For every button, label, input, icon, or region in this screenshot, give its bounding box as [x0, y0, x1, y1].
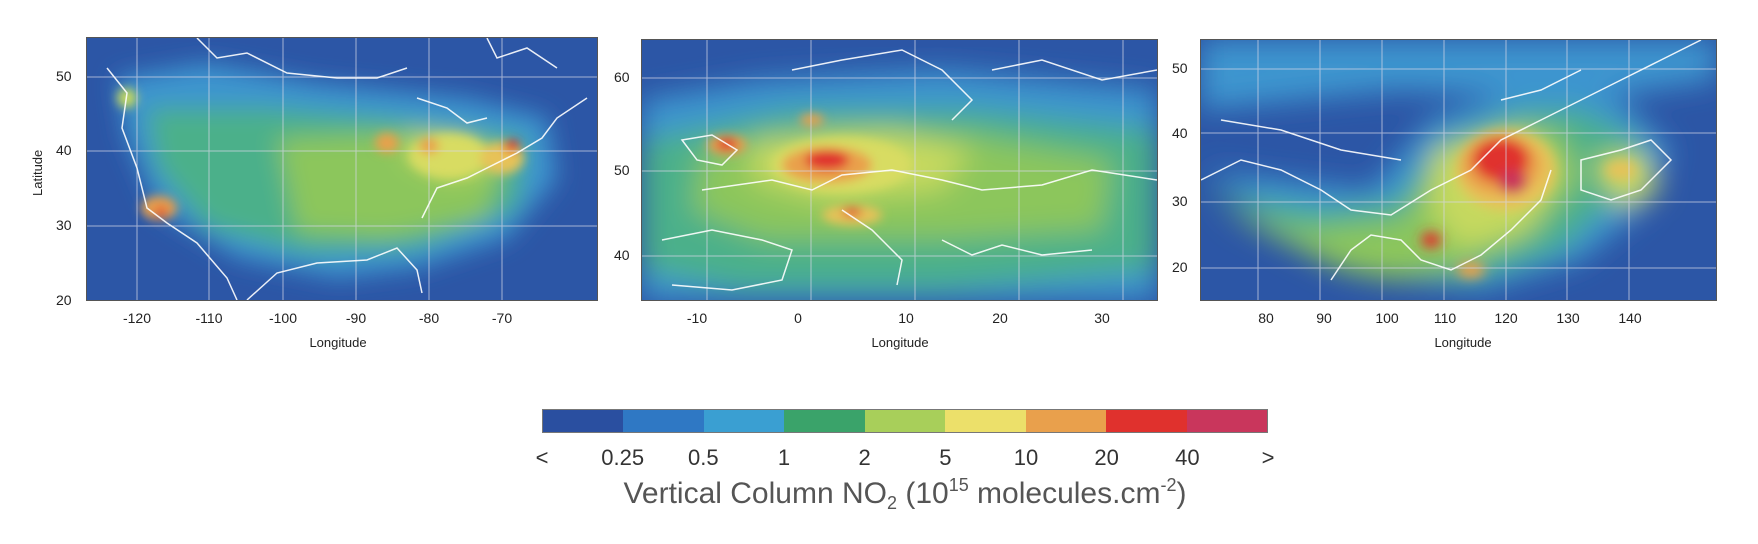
map2-ytick: 40 — [614, 247, 630, 263]
map2-xtick: 0 — [794, 310, 802, 326]
colorbar-label: 0.5 — [688, 445, 719, 470]
map-east-asia — [1200, 39, 1717, 301]
map1-ytick: 30 — [56, 217, 72, 233]
map1-xtick: -90 — [345, 310, 367, 326]
map1-ytick: 40 — [56, 142, 72, 158]
map3-xtick: 80 — [1258, 310, 1274, 326]
map2-xtick: 10 — [898, 310, 914, 326]
colorbar-label: 0.25 — [601, 445, 645, 470]
colorbar-swatch — [703, 410, 785, 432]
colorbar-swatch — [1186, 410, 1267, 432]
map2-ytick: 60 — [614, 69, 630, 85]
map3-xtick: 140 — [1618, 310, 1642, 326]
colorbar-swatch — [1106, 410, 1187, 432]
colorbar-swatch — [784, 410, 865, 432]
map2-xtick: -10 — [686, 310, 708, 326]
map1-xtick: -80 — [418, 310, 440, 326]
map3-xtick: 130 — [1556, 310, 1580, 326]
colorbar-title: Vertical Column NO2 (1015 molecules.cm-2… — [623, 475, 1187, 513]
colorbar-label: 40 — [1175, 445, 1200, 470]
map1-ytick: 50 — [56, 68, 72, 84]
colorbar-label: 20 — [1094, 445, 1119, 470]
colorbar-label: 2 — [858, 445, 871, 470]
colorbar-label: > — [1261, 445, 1275, 470]
map3-xtick: 90 — [1316, 310, 1332, 326]
map1-ytick: 20 — [56, 292, 72, 308]
map3-ytick: 50 — [1172, 60, 1188, 76]
map1-xtick: -100 — [268, 310, 298, 326]
map2-xlabel: Longitude — [871, 335, 929, 350]
map3-xtick: 110 — [1433, 310, 1457, 326]
colorbar — [542, 409, 1268, 433]
map2-ytick: 50 — [614, 162, 630, 178]
map2-xtick: 20 — [992, 310, 1008, 326]
colorbar-swatch — [623, 410, 704, 432]
map3-xtick: 120 — [1494, 310, 1518, 326]
colorbar-label: 1 — [777, 445, 791, 470]
map1-xtick: -110 — [195, 310, 223, 326]
map1-xtick: -70 — [491, 310, 513, 326]
map2-xtick: 30 — [1094, 310, 1110, 326]
colorbar-label: 5 — [939, 445, 952, 470]
map1-xtick: -120 — [122, 310, 152, 326]
map3-ytick: 20 — [1172, 259, 1188, 275]
colorbar-swatch — [945, 410, 1026, 432]
map3-ytick: 40 — [1172, 125, 1188, 141]
map1-ylabel: Latitude — [30, 149, 45, 196]
map-north-america — [86, 37, 598, 301]
map3-xtick: 100 — [1375, 310, 1399, 326]
map3-xlabel: Longitude — [1434, 335, 1492, 350]
map3-ytick: 30 — [1172, 193, 1188, 209]
colorbar-label: < — [535, 445, 549, 470]
colorbar-swatch — [864, 410, 946, 432]
colorbar-label: 10 — [1013, 445, 1039, 470]
map-europe — [641, 39, 1158, 301]
colorbar-swatch — [1025, 410, 1107, 432]
colorbar-swatch — [543, 410, 624, 432]
map1-xlabel: Longitude — [309, 335, 367, 350]
